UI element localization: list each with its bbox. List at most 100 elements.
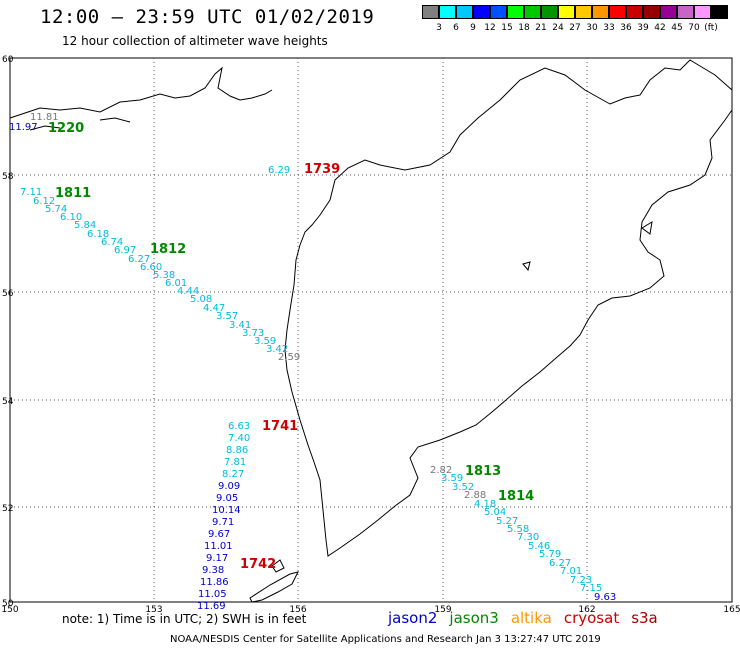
x-tick-label: 159 (434, 605, 451, 615)
wave-height-label: 11.81 (30, 112, 59, 123)
wave-height-label: 5.27 (496, 516, 518, 527)
colorbar-swatch (558, 5, 575, 19)
coastline-islands (249, 221, 653, 603)
wave-height-label: 10.14 (212, 505, 241, 516)
pass-time-labels: 1220 1739 1811 1812 1741 1742 1813 1814 (48, 121, 534, 572)
x-tick-label: 156 (289, 605, 306, 615)
colorbar-swatch (473, 5, 490, 19)
map-title: 12:00 – 23:59 UTC 01/02/2019 (40, 6, 375, 28)
wave-height-label: 7.01 (560, 566, 582, 577)
wave-height-label: 11.69 (197, 601, 226, 612)
colorbar-swatch (541, 5, 558, 19)
wave-height-label: 2.82 (430, 465, 452, 476)
wave-height-label: 7.81 (224, 457, 246, 468)
colorbar-swatch (524, 5, 541, 19)
wave-height-label: 5.08 (190, 294, 212, 305)
colorbar-swatch (456, 5, 473, 19)
colorbar-label: 27 (569, 23, 581, 33)
colorbar-label: 39 (637, 23, 649, 33)
wave-height-label: 5.84 (74, 220, 96, 231)
wave-height-label: 11.05 (198, 589, 227, 600)
colorbar-label: (ft) (704, 23, 718, 33)
wave-height-label: 3.41 (229, 320, 251, 331)
x-tick-label: 162 (578, 605, 595, 615)
colorbar-swatch (575, 5, 592, 19)
wave-height-label: 9.09 (218, 481, 240, 492)
pass-time-label: 1814 (498, 489, 534, 504)
colorbar-swatch (507, 5, 524, 19)
wave-height-label: 8.27 (222, 469, 244, 480)
wave-height-label: 6.27 (128, 254, 150, 265)
wave-height-label: 11.86 (200, 577, 229, 588)
colorbar-label: 9 (470, 23, 476, 33)
colorbar-swatch (439, 5, 456, 19)
wave-height-label: 7.23 (570, 575, 592, 586)
wave-height-label: 3.52 (452, 482, 474, 493)
legend-s3a: s3a (631, 609, 658, 627)
wave-height-label: 3.73 (242, 328, 264, 339)
colorbar-label: 18 (518, 23, 530, 33)
gridlines: 150 153 156 159 162 165 60 58 56 54 52 50 (1, 55, 740, 615)
wave-height-label: 9.05 (216, 493, 238, 504)
legend-altika: altika (510, 609, 552, 627)
colorbar-label: 70 (688, 23, 700, 33)
wave-height-label: 9.63 (594, 592, 616, 603)
colorbar-swatch (711, 5, 728, 19)
pass-time-label: 1812 (150, 242, 186, 257)
colorbar-label: 21 (535, 23, 547, 33)
wave-height-label: 5.04 (484, 507, 506, 518)
wave-height-label: 9.17 (206, 553, 228, 564)
wave-height-label: 6.97 (114, 245, 136, 256)
wave-height-label: 6.18 (87, 229, 109, 240)
x-tick-label: 153 (145, 605, 162, 615)
colorbar-label: 24 (552, 23, 564, 33)
wave-height-label: 4.47 (203, 303, 225, 314)
wave-height-label: 6.01 (165, 278, 187, 289)
colorbar-label: 3 (436, 23, 442, 33)
pass-time-label: 1813 (465, 464, 501, 479)
coastline-north (9, 66, 273, 131)
wave-height-label: 9.38 (202, 565, 224, 576)
coastline-kamchatka (284, 59, 733, 557)
colorbar-label: 36 (620, 23, 632, 33)
y-tick-label: 56 (2, 289, 14, 299)
y-tick-label: 50 (2, 599, 14, 609)
colorbar-label: 30 (586, 23, 598, 33)
colorbar-swatch (609, 5, 626, 19)
x-tick-label: 150 (1, 605, 18, 615)
wave-height-label: 6.60 (140, 262, 162, 273)
colorbar-swatch (422, 5, 439, 19)
wave-height-label: 7.40 (228, 433, 250, 444)
wave-height-label: 6.10 (60, 212, 82, 223)
pass-time-label: 1741 (262, 419, 298, 434)
map-subtitle: 12 hour collection of altimeter wave hei… (62, 34, 328, 48)
wave-height-label: 6.29 (268, 165, 290, 176)
y-tick-label: 58 (2, 172, 14, 182)
wave-height-label: 7.11 (20, 187, 42, 198)
colorbar-swatch (643, 5, 660, 19)
wave-height-label: 11.97 (9, 122, 38, 133)
colorbar-label: 12 (484, 23, 496, 33)
wave-height-label: 6.74 (101, 237, 123, 248)
wave-height-label: 9.71 (212, 517, 234, 528)
colorbar-label: 45 (671, 23, 683, 33)
wave-height-labels: 11.9711.816.297.116.125.746.105.846.186.… (9, 112, 616, 612)
pass-time-label: 1220 (48, 121, 84, 136)
wave-height-label: 2.59 (278, 352, 300, 363)
wave-height-label: 4.44 (177, 286, 199, 297)
pass-time-label: 1811 (55, 186, 91, 201)
wave-height-label: 5.74 (45, 204, 67, 215)
y-tick-label: 52 (2, 504, 13, 514)
map-frame (9, 57, 733, 603)
satellite-legend: jason2 jason3 altika cryosat s3a (388, 609, 670, 627)
wave-height-label: 3.59 (441, 473, 463, 484)
wave-height-label: 7.15 (580, 583, 602, 594)
wave-height-label: 5.46 (528, 541, 550, 552)
wave-height-label: 5.38 (153, 270, 175, 281)
wave-height-label: 11.01 (204, 541, 233, 552)
legend-jason3: jason3 (449, 609, 499, 627)
colorbar-swatch (677, 5, 694, 19)
wave-height-label: 5.79 (539, 549, 561, 560)
wave-height-label: 4.18 (474, 499, 496, 510)
